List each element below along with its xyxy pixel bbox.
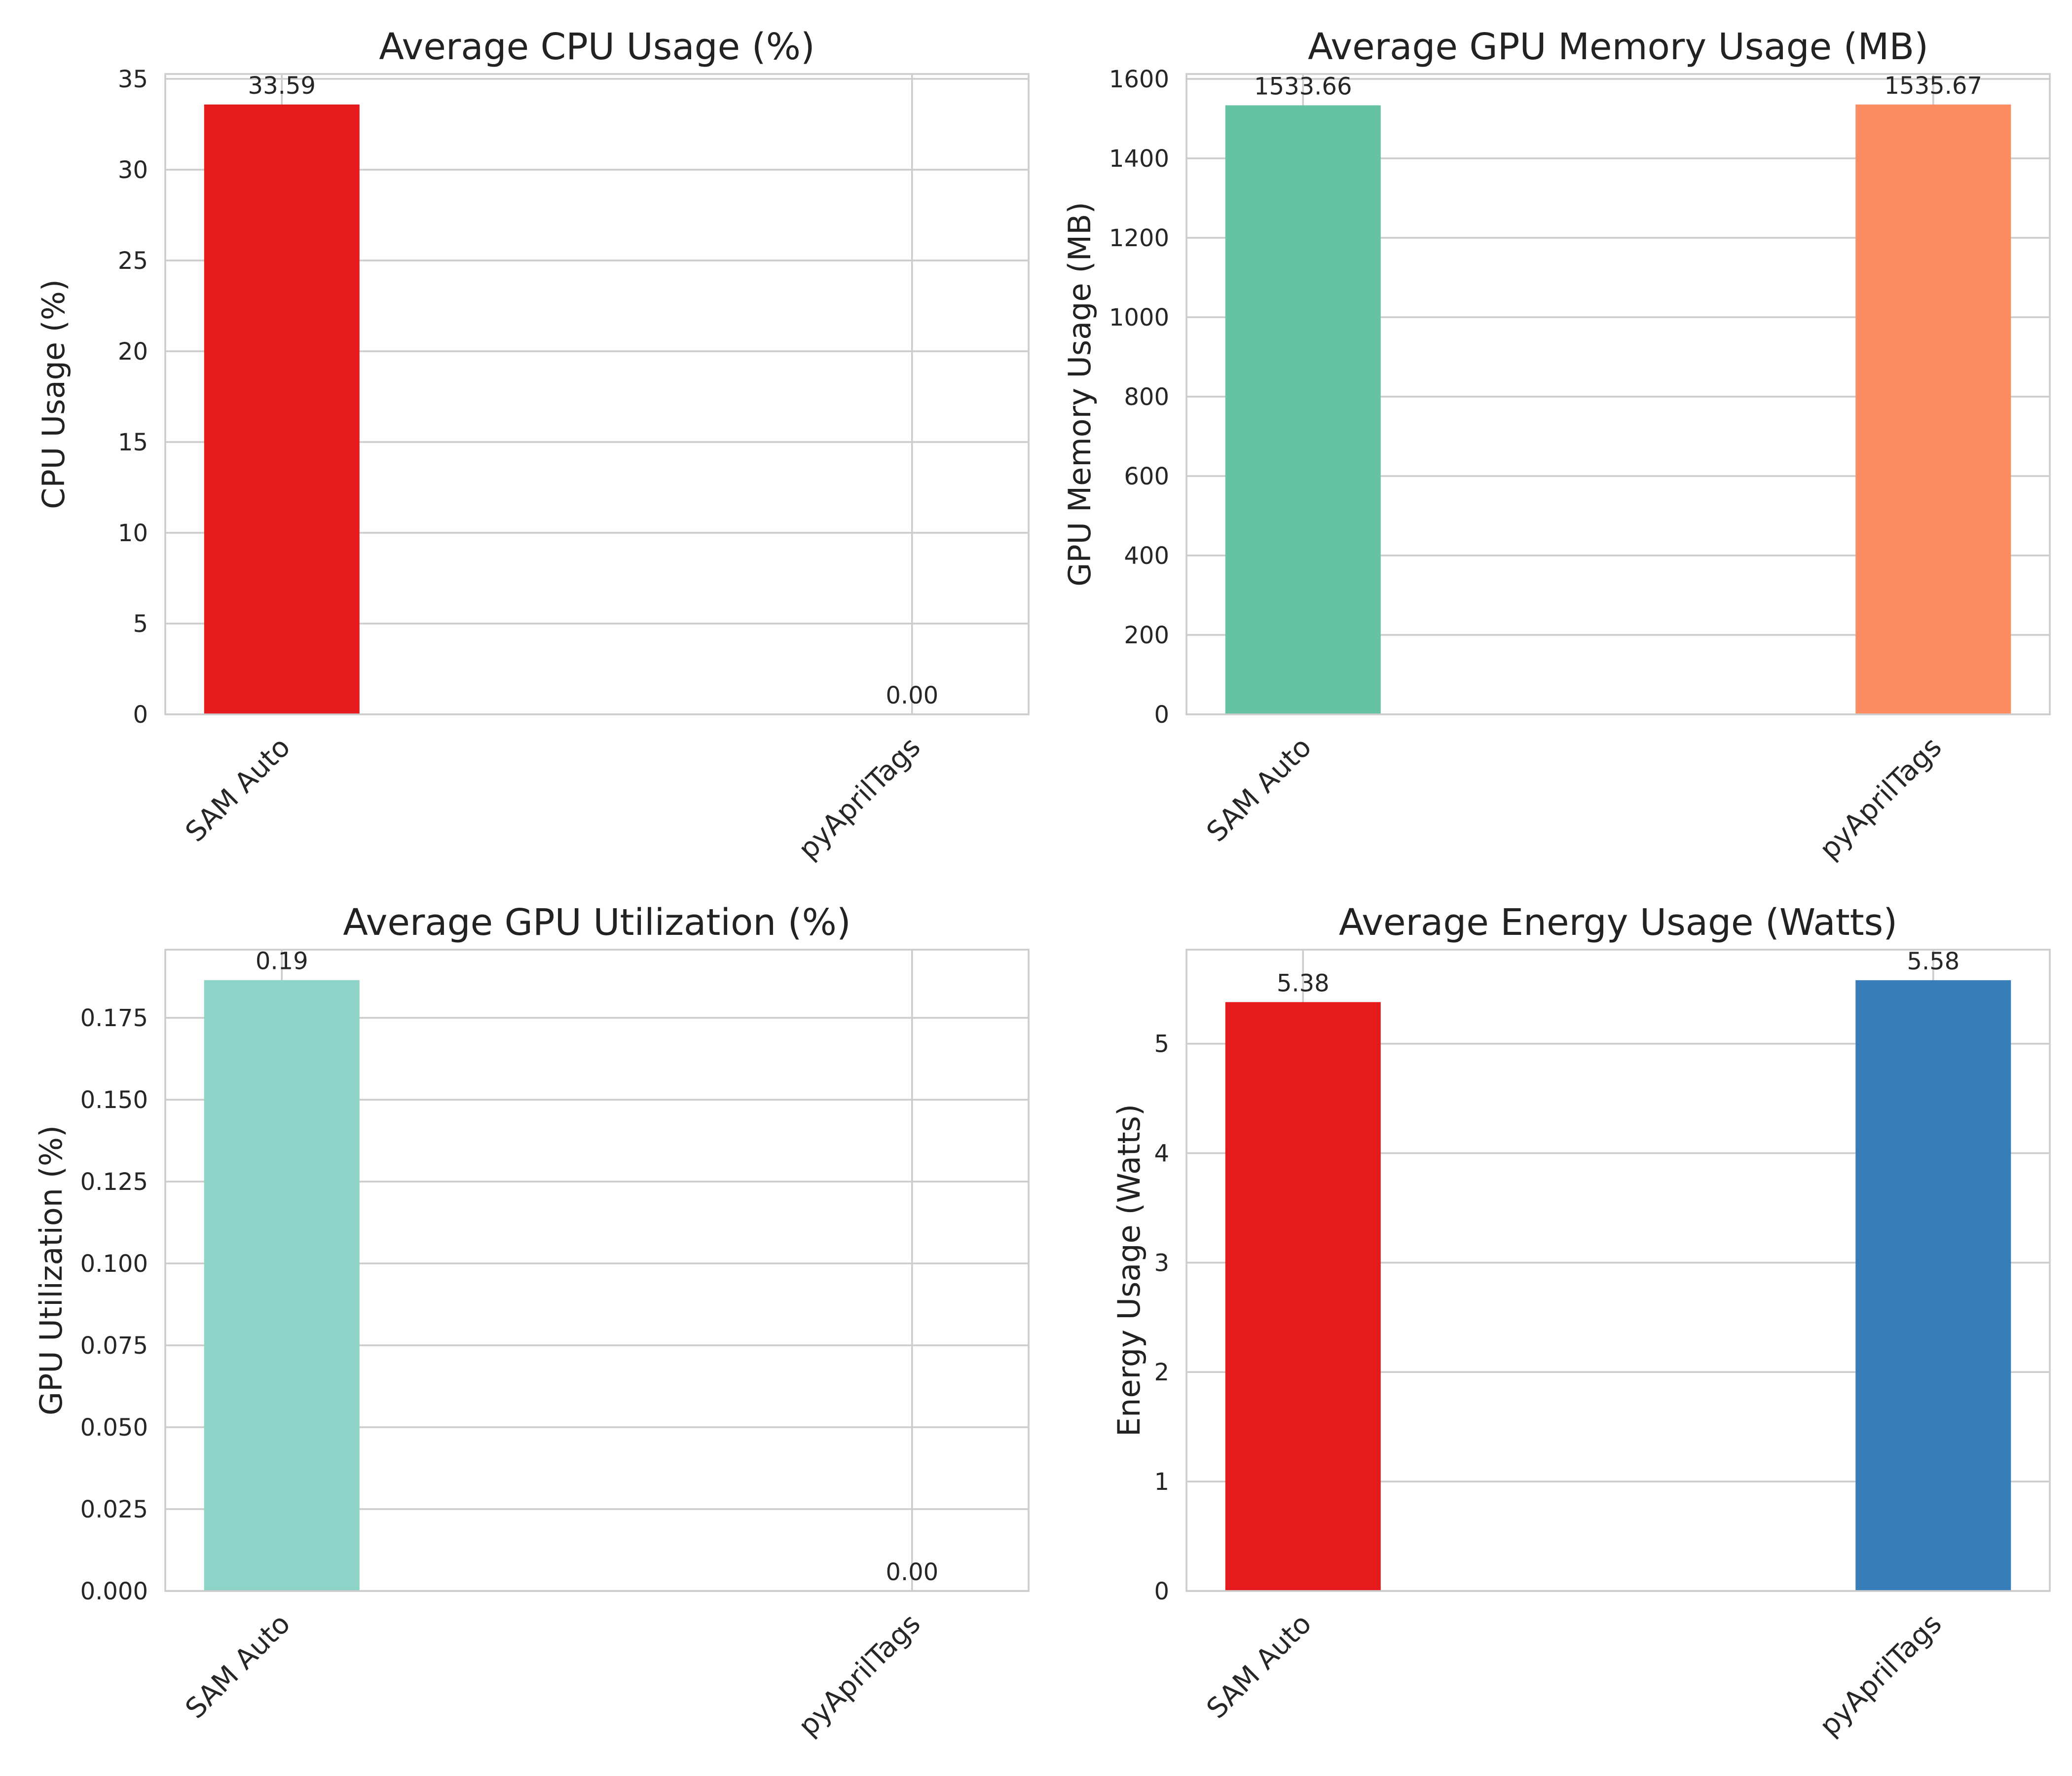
gpu-memory-ytick-label: 1400 bbox=[1109, 145, 1169, 173]
cpu-usage-subplot: 0 5 10 15 20 25 30 35 33.59 0.00 Average CPU Usage… bbox=[36, 26, 1030, 866]
gpu-memory-xtick-label-0: SAM Auto bbox=[1201, 731, 1318, 849]
gpu-utilization-ytick-label: 0.100 bbox=[80, 1250, 148, 1278]
gpu-utilization-ytick-label: 0.000 bbox=[80, 1578, 148, 1605]
gpu-memory-bar-0 bbox=[1225, 105, 1381, 715]
energy-usage-ylabel: Energy Usage (Watts) bbox=[1111, 1104, 1147, 1437]
cpu-usage-bar-0 bbox=[204, 104, 360, 715]
cpu-usage-ylabel: CPU Usage (%) bbox=[36, 279, 72, 509]
energy-usage-data-label-0: 5.38 bbox=[1277, 969, 1330, 997]
gpu-utilization-subplot: 0.000 0.025 0.050 0.075 0.100 0.125 0.150 0.175… bbox=[33, 901, 1030, 1742]
gpu-utilization-data-label-0: 0.19 bbox=[256, 948, 308, 975]
cpu-usage-xtick-label-0: SAM Auto bbox=[180, 731, 297, 849]
gpu-memory-ytick-label: 400 bbox=[1124, 542, 1169, 570]
gpu-memory-data-label-1: 1535.67 bbox=[1885, 72, 1983, 100]
cpu-usage-data-label-1: 0.00 bbox=[886, 682, 938, 709]
gpu-memory-title: Average GPU Memory Usage (MB) bbox=[1308, 26, 1928, 68]
gpu-memory-ytick-label: 800 bbox=[1124, 383, 1169, 411]
cpu-usage-data-label-0: 33.59 bbox=[248, 72, 316, 100]
gpu-memory-ylabel: GPU Memory Usage (MB) bbox=[1062, 202, 1098, 587]
gpu-utilization-ytick-label: 0.025 bbox=[80, 1496, 148, 1523]
cpu-usage-ytick-label: 10 bbox=[118, 519, 148, 547]
energy-usage-xtick-label-0: SAM Auto bbox=[1201, 1608, 1318, 1725]
gpu-utilization-ytick-label: 0.125 bbox=[80, 1168, 148, 1196]
energy-usage-data-label-1: 5.58 bbox=[1907, 948, 1960, 975]
energy-usage-ytick-label: 0 bbox=[1154, 1578, 1169, 1605]
gpu-utilization-xtick-label-1: pyAprilTags bbox=[792, 1608, 927, 1742]
energy-usage-title: Average Energy Usage (Watts) bbox=[1339, 901, 1897, 944]
cpu-usage-axes-frame bbox=[164, 73, 1030, 715]
gpu-memory-ytick-label: 200 bbox=[1124, 622, 1169, 649]
gpu-utilization-ytick-label: 0.050 bbox=[80, 1414, 148, 1442]
energy-usage-ytick-label: 3 bbox=[1154, 1249, 1169, 1277]
cpu-usage-ytick-label: 15 bbox=[118, 429, 148, 456]
gpu-memory-ytick-label: 1000 bbox=[1109, 304, 1169, 332]
energy-usage-bar-0 bbox=[1225, 1002, 1381, 1591]
gpu-memory-ytick-label: 1200 bbox=[1109, 224, 1169, 252]
gpu-memory-ytick-label: 600 bbox=[1124, 463, 1169, 490]
cpu-usage-ytick-label: 25 bbox=[118, 247, 148, 275]
cpu-usage-ytick-label: 0 bbox=[133, 701, 148, 729]
energy-usage-subplot: 0 1 2 3 4 5 5.38 5.58 Average Energy Usage (Watt… bbox=[1111, 901, 2051, 1742]
energy-usage-ytick-label: 5 bbox=[1154, 1031, 1169, 1058]
gpu-utilization-title: Average GPU Utilization (%) bbox=[343, 901, 851, 944]
gpu-memory-bar-1 bbox=[1855, 104, 2011, 714]
energy-usage-xtick-label-1: pyAprilTags bbox=[1813, 1608, 1948, 1742]
gpu-utilization-data-label-1: 0.00 bbox=[886, 1558, 938, 1586]
gpu-utilization-axes-frame bbox=[164, 949, 1030, 1592]
gpu-utilization-ytick-label: 0.150 bbox=[80, 1086, 148, 1114]
cpu-usage-ytick-label: 5 bbox=[133, 610, 148, 638]
gpu-utilization-ytick-label: 0.175 bbox=[80, 1004, 148, 1032]
cpu-usage-xtick-label-1: pyAprilTags bbox=[792, 731, 927, 866]
cpu-usage-ytick-label: 30 bbox=[118, 156, 148, 184]
cpu-usage-ytick-label: 35 bbox=[118, 66, 148, 93]
gpu-utilization-bar-0 bbox=[204, 980, 360, 1591]
energy-usage-ytick-label: 1 bbox=[1154, 1468, 1169, 1496]
energy-usage-ytick-label: 2 bbox=[1154, 1359, 1169, 1386]
gpu-utilization-ytick-label: 0.075 bbox=[80, 1332, 148, 1360]
energy-usage-ytick-label: 4 bbox=[1154, 1140, 1169, 1167]
gpu-utilization-xtick-label-0: SAM Auto bbox=[180, 1608, 297, 1725]
gpu-memory-subplot: 0 200 400 600 800 1000 1200 1400 1600 1533.66 1535… bbox=[1062, 26, 2051, 866]
gpu-memory-ytick-label: 1600 bbox=[1109, 66, 1169, 93]
gpu-memory-axes-frame bbox=[1185, 73, 2051, 715]
cpu-usage-ytick-label: 20 bbox=[118, 338, 148, 366]
gpu-memory-ytick-label: 0 bbox=[1154, 701, 1169, 729]
energy-usage-bar-1 bbox=[1855, 980, 2011, 1591]
gpu-utilization-ylabel: GPU Utilization (%) bbox=[33, 1125, 69, 1415]
cpu-usage-title: Average CPU Usage (%) bbox=[379, 26, 815, 68]
energy-usage-axes-frame bbox=[1185, 949, 2051, 1592]
gpu-memory-xtick-label-1: pyAprilTags bbox=[1813, 731, 1948, 866]
gpu-memory-data-label-0: 1533.66 bbox=[1254, 73, 1352, 100]
